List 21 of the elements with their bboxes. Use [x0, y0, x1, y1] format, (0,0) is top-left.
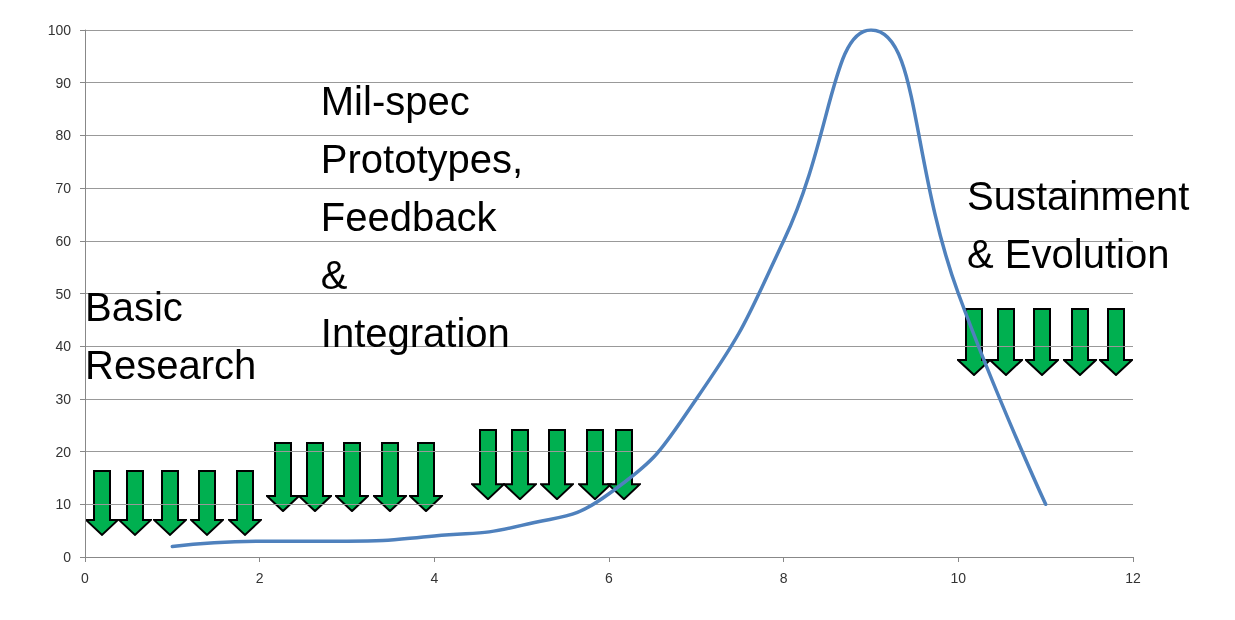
y-tick-label: 80 — [55, 127, 72, 144]
y-tick-label: 30 — [55, 390, 72, 407]
x-tick-label: 2 — [255, 570, 264, 586]
x-tick-label: 0 — [81, 570, 90, 586]
y-tick-label: 20 — [55, 443, 72, 460]
annotation: Sustainment & Evolution — [967, 174, 1190, 277]
x-tick-label: 12 — [1125, 570, 1141, 586]
y-tick-label: 90 — [55, 74, 72, 91]
y-tick-label: 100 — [47, 22, 72, 38]
y-tick-label: 60 — [55, 232, 72, 249]
y-tick-label: 50 — [55, 285, 72, 302]
annotation: Basic Research — [85, 284, 257, 387]
y-tick-label: 70 — [55, 180, 72, 197]
x-tick-label: 10 — [950, 570, 967, 586]
x-tick-label: 6 — [605, 570, 614, 586]
x-tick-label: 4 — [430, 570, 439, 586]
y-tick-label: 10 — [55, 496, 72, 513]
y-tick-label: 40 — [55, 338, 72, 355]
x-tick-label: 8 — [779, 570, 788, 586]
y-tick-label: 0 — [63, 549, 72, 565]
annotation: Mil-spec Prototypes, Feedback & Integration — [320, 79, 524, 356]
